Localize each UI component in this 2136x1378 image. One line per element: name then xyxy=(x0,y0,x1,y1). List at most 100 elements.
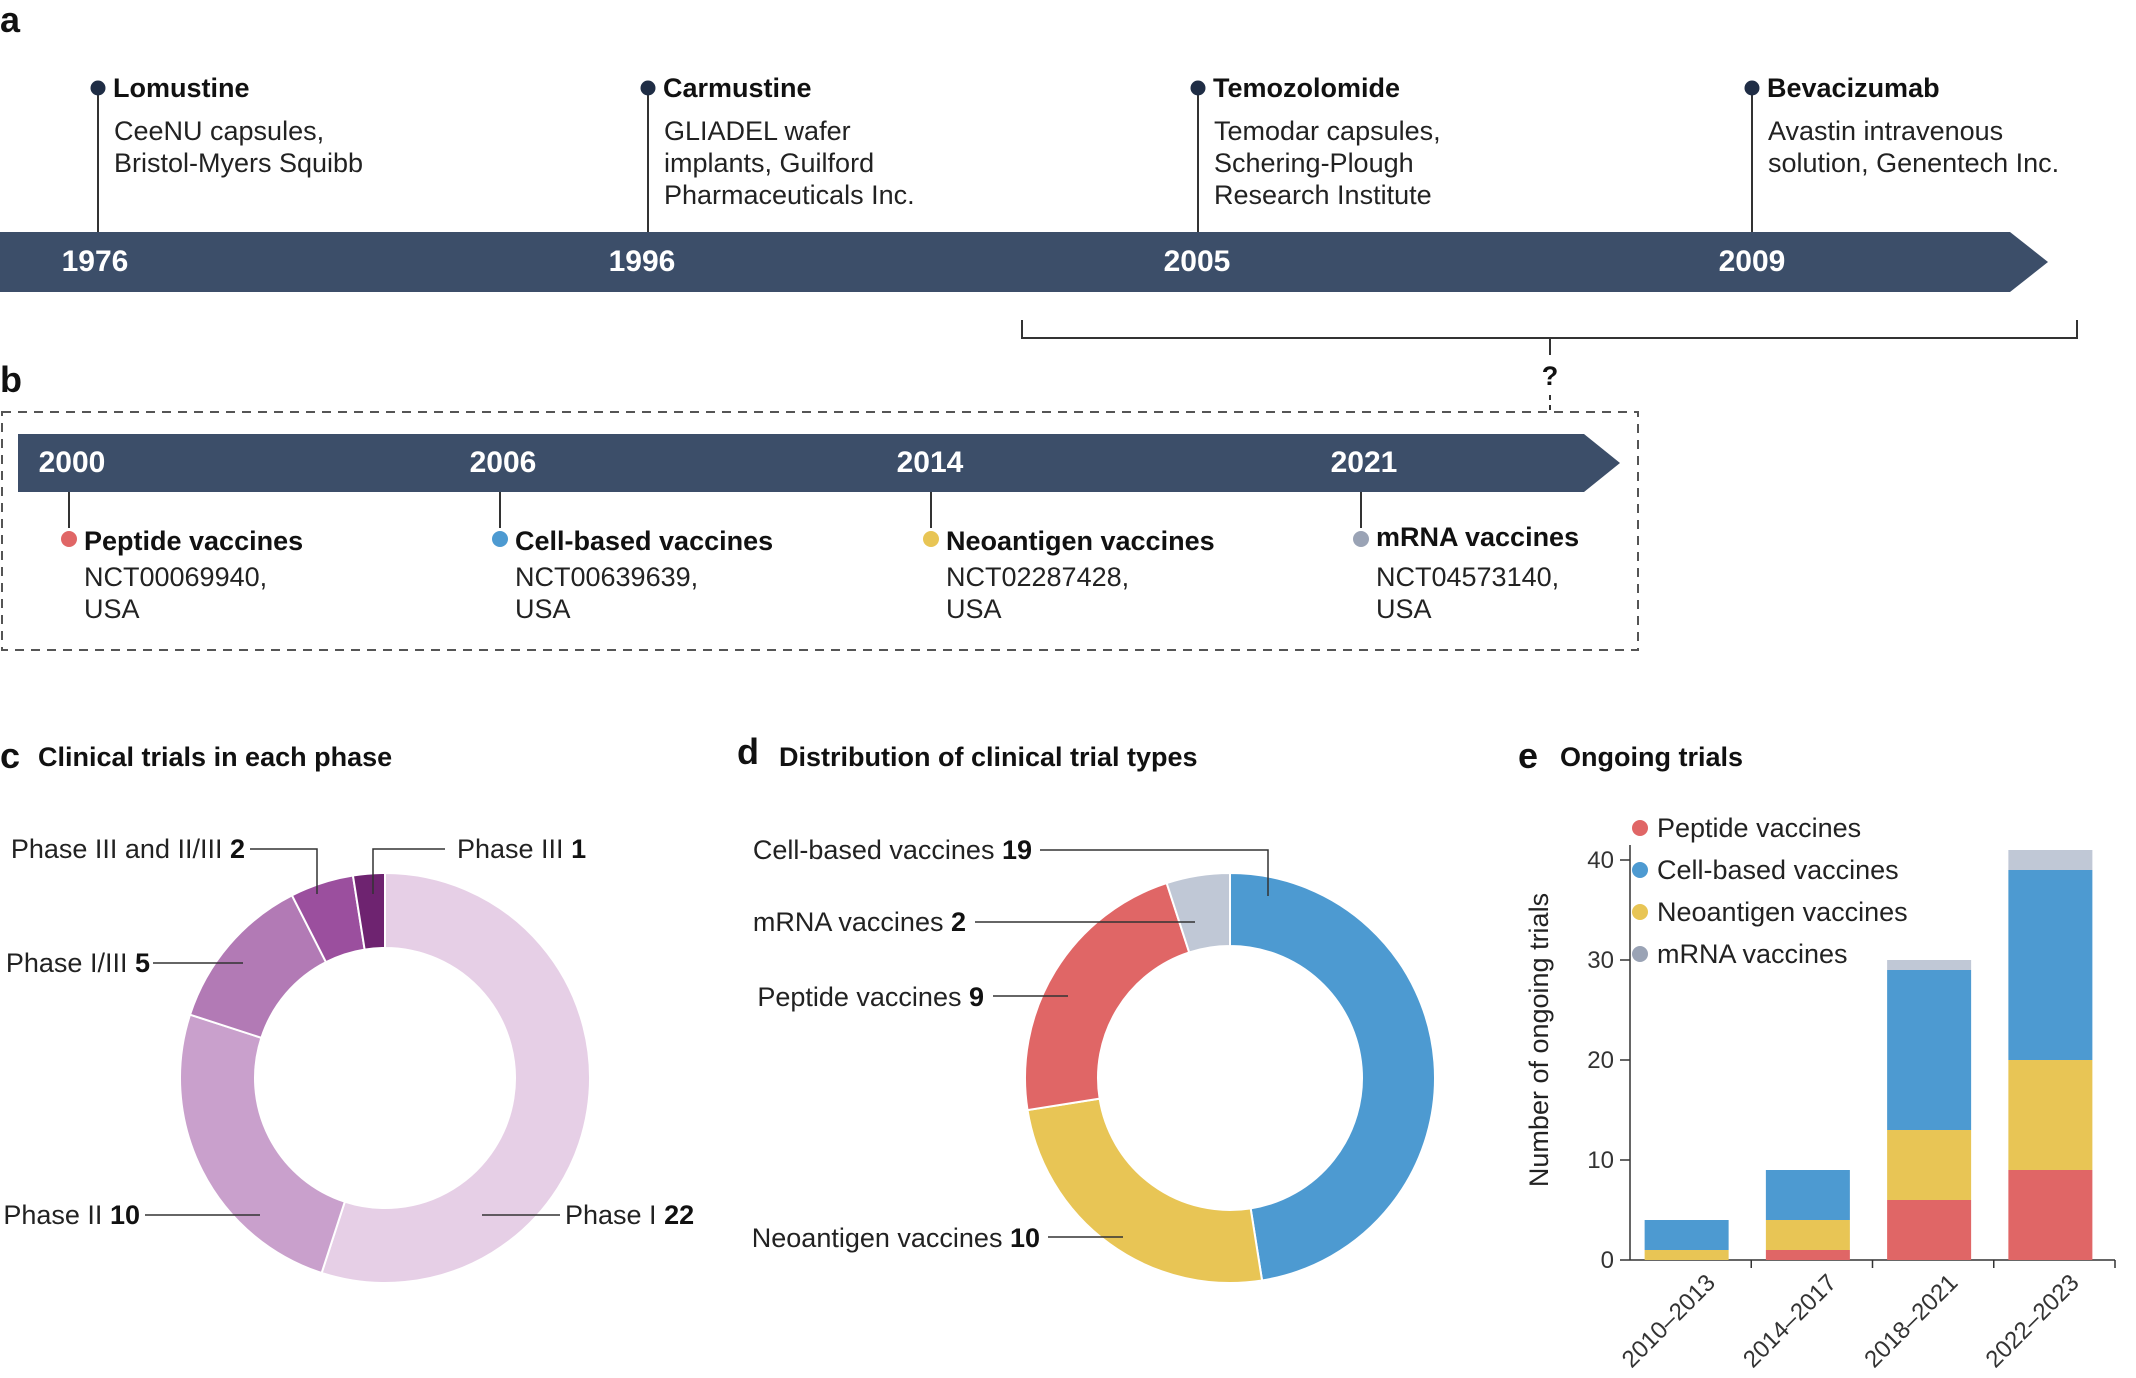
donut-slice xyxy=(351,871,386,951)
donut-label-cell-based: Cell-based vaccines 19 xyxy=(753,835,1032,865)
stacked-bar-chart-ongoing: 0 10 20 30 40 Number of ongoing trials 2010–20… xyxy=(1524,813,2116,1373)
timeline-a-event-title: Bevacizumab xyxy=(1767,73,1940,103)
timeline-a-year: 2005 xyxy=(1164,245,1231,278)
timeline-a-event-detail: solution, Genentech Inc. xyxy=(1768,148,2059,178)
donut-label-peptide: Peptide vaccines 9 xyxy=(757,982,984,1012)
timeline-a-event-detail: implants, Guilford xyxy=(664,148,874,178)
timeline-a: Lomustine CeeNU capsules,Bristol-Myers Sq… xyxy=(0,73,2059,292)
stacked-bar-segment xyxy=(1644,1250,1729,1260)
donut-chart-types: Cell-based vaccines 19 mRNA vaccines 2 Pep… xyxy=(752,835,1436,1284)
donut-slice xyxy=(1229,871,1436,1282)
timeline-b-dot xyxy=(61,531,77,547)
timeline-a-event-detail: Research Institute xyxy=(1214,180,1432,210)
panel-letter-c: c xyxy=(0,735,20,776)
timeline-a-event-detail: Avastin intravenous xyxy=(1768,116,2003,146)
donut-label-phase-i: Phase I 22 xyxy=(565,1200,694,1230)
timeline-a-dot xyxy=(90,80,106,96)
stacked-bar-segment xyxy=(1765,1170,1850,1220)
x-tick-label: 2010–2013 xyxy=(1617,1269,1721,1373)
leader-line xyxy=(372,848,445,894)
timeline-b-year: 2000 xyxy=(39,446,106,479)
timeline-b: Peptide vaccinesNCT00069940,USA2000Cell-… xyxy=(18,434,1620,624)
timeline-a-event-detail: Schering-Plough xyxy=(1214,148,1414,178)
chart-e-title: Ongoing trials xyxy=(1560,742,1743,772)
legend-label: Peptide vaccines xyxy=(1657,813,1861,843)
timeline-b-year: 2021 xyxy=(1331,446,1398,479)
timeline-a-year: 1976 xyxy=(62,245,129,278)
timeline-a-year: 1996 xyxy=(609,245,676,278)
y-tick-label: 30 xyxy=(1587,947,1614,974)
legend-label: mRNA vaccines xyxy=(1657,939,1848,969)
donut-label-phase-iii: Phase III 1 xyxy=(457,834,586,864)
timeline-a-event-detail: CeeNU capsules, xyxy=(114,116,324,146)
timeline-b-dot xyxy=(492,531,508,547)
panel-letter-b: b xyxy=(0,359,22,400)
stacked-bar-segment xyxy=(1644,1220,1729,1250)
timeline-a-dot xyxy=(1744,80,1760,96)
legend-label: Neoantigen vaccines xyxy=(1657,897,1908,927)
timeline-b-event-title: Neoantigen vaccines xyxy=(946,526,1215,556)
stacked-bar-segment xyxy=(2008,850,2093,870)
stacked-bar-segment xyxy=(1887,1130,1972,1200)
donut-label-neoantigen: Neoantigen vaccines 10 xyxy=(752,1223,1040,1253)
legend-label: Cell-based vaccines xyxy=(1657,855,1899,885)
stacked-bar-segment xyxy=(1887,1200,1972,1260)
donut-slice xyxy=(1024,881,1191,1112)
leader-line xyxy=(250,848,318,894)
y-axis-label: Number of ongoing trials xyxy=(1524,893,1554,1187)
donut-slice xyxy=(1165,871,1231,954)
donut-slice xyxy=(320,871,591,1284)
leader-line xyxy=(1040,849,1269,896)
timeline-b-event-title: Peptide vaccines xyxy=(84,526,303,556)
timeline-b-dot xyxy=(1353,531,1369,547)
timeline-a-event-title: Lomustine xyxy=(113,73,250,103)
y-tick-label: 0 xyxy=(1601,1247,1614,1274)
y-tick-label: 20 xyxy=(1587,1047,1614,1074)
stacked-bar-segment xyxy=(1765,1250,1850,1260)
panel-letter-e: e xyxy=(1518,735,1538,776)
timeline-a-arrow xyxy=(0,232,2048,292)
donut-label-phase-i-iii: Phase I/III 5 xyxy=(6,948,150,978)
donut-slice xyxy=(1026,1097,1264,1284)
stacked-bar-segment xyxy=(2008,870,2093,1060)
timeline-b-event-detail: NCT00069940, xyxy=(84,562,267,592)
timeline-a-event-detail: GLIADEL wafer xyxy=(664,116,851,146)
donut-label-phase-iii-and-ii-iii: Phase III and II/III 2 xyxy=(11,834,245,864)
stacked-bar-segment xyxy=(2008,1060,2093,1170)
x-tick-label: 2022–2023 xyxy=(1981,1269,2085,1373)
x-tick-label: 2018–2021 xyxy=(1859,1269,1963,1373)
timeline-a-dot xyxy=(640,80,656,96)
timeline-a-event-title: Temozolomide xyxy=(1213,73,1400,103)
timeline-b-event-detail: NCT04573140, xyxy=(1376,562,1559,592)
legend-marker xyxy=(1632,820,1648,836)
timeline-b-year: 2006 xyxy=(470,446,537,479)
y-tick-label: 40 xyxy=(1587,847,1614,874)
timeline-b-event-detail: USA xyxy=(946,594,1002,624)
donut-chart-phases: Phase I 22 Phase II 10 Phase I/III 5 Phase … xyxy=(3,834,694,1284)
timeline-b-box xyxy=(1,411,1639,651)
y-tick-label: 10 xyxy=(1587,1147,1614,1174)
timeline-b-event-detail: USA xyxy=(84,594,140,624)
chart-c-title: Clinical trials in each phase xyxy=(38,742,392,772)
stacked-bar-segment xyxy=(2008,1170,2093,1260)
stacked-bar-segment xyxy=(1765,1220,1850,1250)
legend-marker xyxy=(1632,862,1648,878)
panel-letter-a: a xyxy=(0,0,21,40)
stacked-bar-segment xyxy=(1887,960,1972,970)
timeline-b-event-title: mRNA vaccines xyxy=(1376,522,1579,552)
timeline-a-dot xyxy=(1190,80,1206,96)
timeline-b-event-detail: NCT00639639, xyxy=(515,562,698,592)
timeline-b-event-detail: USA xyxy=(1376,594,1432,624)
timeline-a-year: 2009 xyxy=(1719,245,1786,278)
timeline-b-dot xyxy=(923,531,939,547)
legend-marker xyxy=(1632,904,1648,920)
timeline-a-bracket: ? xyxy=(1021,320,2078,412)
timeline-a-event-detail: Temodar capsules, xyxy=(1214,116,1441,146)
timeline-b-year: 2014 xyxy=(897,446,964,479)
timeline-b-event-detail: NCT02287428, xyxy=(946,562,1129,592)
x-tick-label: 2014–2017 xyxy=(1738,1269,1842,1373)
timeline-b-event-detail: USA xyxy=(515,594,571,624)
timeline-b-arrow xyxy=(18,434,1620,492)
donut-label-mrna: mRNA vaccines 2 xyxy=(753,907,966,937)
